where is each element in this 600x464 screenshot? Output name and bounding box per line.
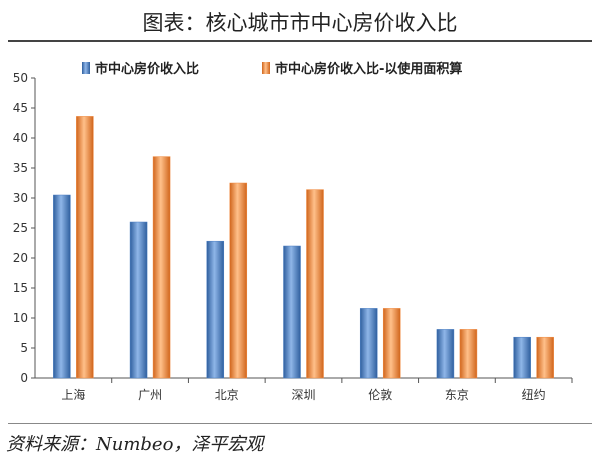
x-tick-label: 广州 bbox=[138, 388, 162, 402]
bar-ratio-usable-area-3 bbox=[306, 189, 324, 379]
bar-ratio-4 bbox=[359, 308, 378, 379]
source-note: 资料来源：Numbeo，泽平宏观 bbox=[6, 434, 264, 455]
title-divider bbox=[8, 40, 592, 42]
bar-ratio-6 bbox=[513, 336, 531, 379]
y-tick-label: 35 bbox=[13, 161, 28, 175]
y-tick-label: 45 bbox=[13, 101, 28, 115]
x-tick-label: 纽约 bbox=[522, 387, 546, 402]
chart-title: 图表：核心城市市中心房价收入比 bbox=[142, 11, 458, 35]
y-tick-label: 5 bbox=[20, 341, 28, 355]
bar-ratio-0 bbox=[53, 194, 71, 379]
x-tick-label: 伦敦 bbox=[368, 387, 392, 402]
bar-ratio-usable-area-1 bbox=[152, 156, 171, 379]
bar-ratio-usable-area-4 bbox=[382, 308, 401, 379]
bar-ratio-3 bbox=[283, 245, 301, 379]
x-tick-label: 深圳 bbox=[291, 388, 315, 402]
y-tick-label: 25 bbox=[13, 221, 28, 235]
y-tick-label: 15 bbox=[13, 281, 28, 295]
chart-bars bbox=[53, 116, 554, 379]
bar-ratio-usable-area-6 bbox=[536, 336, 554, 379]
y-tick-label: 50 bbox=[13, 71, 28, 85]
x-tick-label: 上海 bbox=[61, 387, 85, 402]
y-tick-label: 30 bbox=[13, 191, 28, 205]
bar-ratio-usable-area-2 bbox=[229, 182, 248, 379]
legend-swatch bbox=[82, 62, 90, 74]
bar-ratio-5 bbox=[436, 329, 455, 379]
y-tick-label: 10 bbox=[13, 311, 28, 325]
y-tick-label: 20 bbox=[13, 251, 28, 265]
footer-divider bbox=[8, 423, 592, 424]
title-area: 图表：核心城市市中心房价收入比 bbox=[0, 0, 600, 42]
bar-ratio-usable-area-0 bbox=[76, 116, 94, 379]
bar-ratio-1 bbox=[129, 221, 148, 379]
y-tick-label: 40 bbox=[13, 131, 28, 145]
chart-legend: 市中心房价收入比 市中心房价收入比-以使用面积算 bbox=[82, 61, 462, 77]
bar-ratio-usable-area-5 bbox=[459, 329, 478, 379]
y-tick-label: 0 bbox=[20, 371, 28, 385]
chart-axes: 0 5 10 15 20 25 30 35 40 45 50 上海 广州 北京 深圳 伦敦 东京 纽约 bbox=[13, 71, 573, 402]
x-tick-label: 东京 bbox=[445, 388, 469, 402]
legend-label: 市中心房价收入比-以使用面积算 bbox=[275, 61, 462, 77]
x-tick-label: 北京 bbox=[215, 388, 239, 402]
legend-swatch bbox=[262, 62, 270, 74]
bar-ratio-2 bbox=[206, 240, 225, 379]
legend-label: 市中心房价收入比 bbox=[95, 61, 199, 77]
